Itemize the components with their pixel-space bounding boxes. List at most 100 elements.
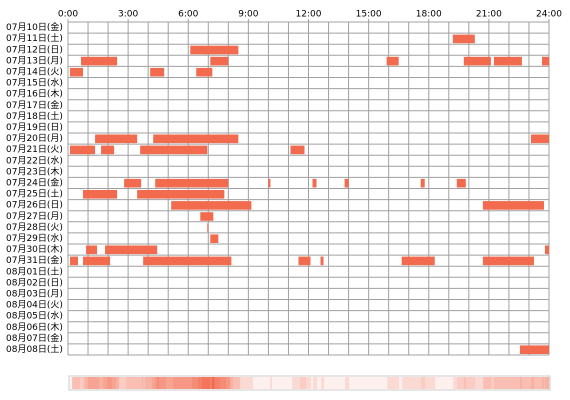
summary-slice <box>364 377 366 389</box>
summary-slice <box>477 377 479 389</box>
summary-slice <box>246 377 248 389</box>
summary-slice <box>435 377 437 389</box>
summary-slice <box>194 377 196 389</box>
activity-bar <box>81 56 118 66</box>
summary-slice <box>72 377 74 389</box>
row-label: 07月12日(日) <box>6 44 63 55</box>
summary-slice <box>291 377 293 389</box>
summary-slice <box>464 377 466 389</box>
summary-slice <box>547 377 549 389</box>
row-label: 07月20日(月) <box>6 133 63 144</box>
summary-slice <box>127 377 129 389</box>
activity-bar <box>200 212 214 221</box>
summary-slice <box>386 377 388 389</box>
summary-slice <box>449 377 451 389</box>
summary-slice <box>166 377 168 389</box>
summary-slice <box>526 377 528 389</box>
summary-slice <box>201 377 203 389</box>
summary-slice <box>479 377 481 389</box>
summary-slice <box>292 377 294 389</box>
summary-slice <box>200 377 202 389</box>
activity-bar <box>493 56 522 66</box>
summary-slice <box>289 377 291 389</box>
summary-slice <box>274 377 276 389</box>
summary-slice <box>366 377 368 389</box>
summary-slice <box>115 377 117 389</box>
summary-slice <box>130 377 132 389</box>
activity-bar <box>519 345 549 354</box>
summary-slice <box>113 377 115 389</box>
summary-slice <box>498 377 500 389</box>
summary-slice <box>525 377 527 389</box>
summary-slice <box>205 377 207 389</box>
summary-slice <box>322 377 324 389</box>
summary-slice <box>302 377 304 389</box>
summary-slice <box>209 377 211 389</box>
summary-slice <box>213 377 215 389</box>
summary-slice <box>236 377 238 389</box>
summary-slice <box>133 377 135 389</box>
summary-slice <box>136 377 138 389</box>
summary-slice <box>298 377 300 389</box>
summary-slice <box>406 377 408 389</box>
summary-slice <box>456 377 458 389</box>
summary-slice <box>376 377 378 389</box>
activity-bar <box>70 256 79 266</box>
summary-slice <box>326 377 328 389</box>
row-label: 07月30日(木) <box>6 243 63 255</box>
row-label: 07月18日(土) <box>6 110 63 122</box>
row-label: 07月24日(金) <box>6 176 63 188</box>
summary-slice <box>300 377 302 389</box>
summary-slice <box>438 377 440 389</box>
summary-slice <box>189 377 191 389</box>
summary-slice <box>397 377 399 389</box>
summary-slice <box>365 377 367 389</box>
summary-slice <box>197 377 199 389</box>
activity-bar <box>320 256 324 266</box>
summary-slice <box>129 377 131 389</box>
summary-slice <box>309 377 311 389</box>
x-tick-label: 18:00 <box>416 10 442 20</box>
summary-slice <box>248 377 250 389</box>
summary-slice <box>272 377 274 389</box>
summary-slice <box>426 377 428 389</box>
summary-slice <box>374 377 376 389</box>
summary-slice <box>495 377 497 389</box>
summary-slice <box>293 377 295 389</box>
summary-slice <box>424 377 426 389</box>
summary-slice <box>451 377 453 389</box>
summary-slice <box>178 377 180 389</box>
summary-slice <box>414 377 416 389</box>
summary-slice <box>475 377 477 389</box>
summary-slice <box>432 377 434 389</box>
summary-slice <box>314 377 316 389</box>
activity-bar <box>95 134 138 144</box>
summary-slice <box>482 377 484 389</box>
summary-slice <box>235 377 237 389</box>
summary-slice <box>343 377 345 389</box>
summary-slice <box>173 377 175 389</box>
summary-slice <box>350 377 352 389</box>
summary-slice <box>546 377 548 389</box>
summary-slice <box>206 377 208 389</box>
row-label: 08月07日(金) <box>6 332 63 344</box>
summary-slice <box>270 377 272 389</box>
summary-slice <box>174 377 176 389</box>
summary-slice <box>218 377 220 389</box>
summary-slice <box>442 377 444 389</box>
summary-slice <box>453 377 455 389</box>
summary-slice <box>147 377 149 389</box>
summary-slice <box>131 377 133 389</box>
summary-slice <box>422 377 424 389</box>
row-label: 08月02日(日) <box>6 277 63 288</box>
summary-slice <box>169 377 171 389</box>
summary-slice <box>111 377 113 389</box>
summary-slice <box>476 377 478 389</box>
summary-slice <box>519 377 521 389</box>
summary-slice <box>258 377 260 389</box>
summary-slice <box>497 377 499 389</box>
summary-slice <box>443 377 445 389</box>
summary-slice <box>446 377 448 389</box>
summary-slice <box>81 377 83 389</box>
summary-slice <box>242 377 244 389</box>
